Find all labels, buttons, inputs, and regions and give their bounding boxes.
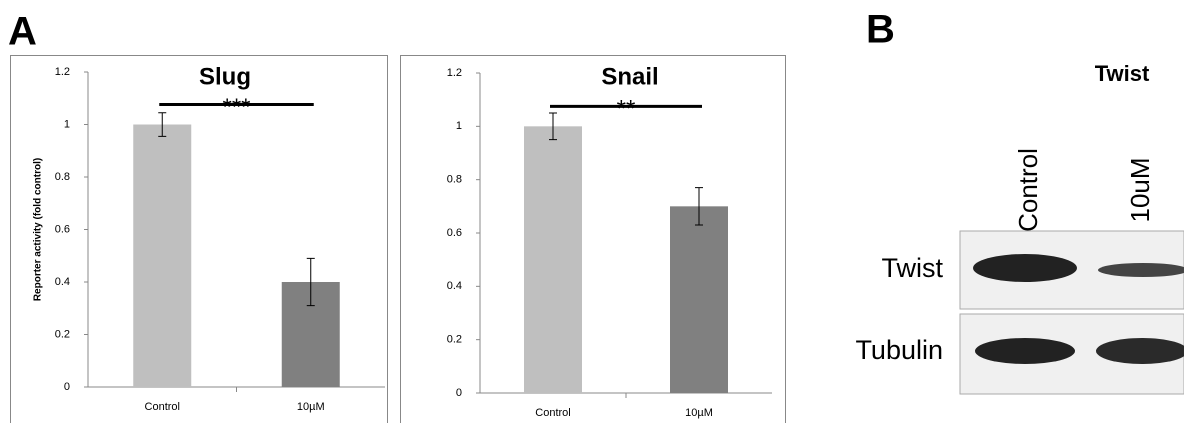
row-label: Tubulin	[855, 335, 943, 365]
x-tick-label: 10µM	[297, 401, 325, 413]
x-tick-label: 10µM	[685, 407, 713, 419]
y-tick-label: 1.2	[55, 66, 70, 78]
x-tick-label: Control	[145, 401, 180, 413]
y-tick-label: 1	[64, 118, 70, 130]
y-tick-label: 0.8	[447, 174, 462, 186]
row-label: Twist	[881, 253, 943, 283]
y-tick-label: 0.8	[55, 171, 70, 183]
bar	[670, 206, 728, 393]
significance-label: ***	[222, 94, 250, 121]
y-tick-label: 1.2	[447, 67, 462, 79]
y-tick-label: 0.6	[447, 227, 462, 239]
y-tick-label: 0	[456, 387, 462, 399]
y-tick-label: 0.2	[55, 328, 70, 340]
lane-label: Control	[1013, 148, 1043, 232]
y-tick-label: 1	[456, 120, 462, 132]
panel-label: B	[866, 8, 895, 52]
blot-title: Twist	[1095, 61, 1150, 86]
lane-label: 10uM	[1125, 157, 1155, 222]
figure: A B Twist Control 10uM Twist Tubulin 0 0.…	[0, 0, 1184, 423]
blot-band	[1098, 263, 1184, 277]
blot-band	[973, 254, 1077, 282]
y-axis-label: Reporter activity (fold control)	[33, 158, 44, 301]
x-tick-label: Control	[535, 407, 570, 419]
bar	[524, 126, 582, 393]
significance-label: **	[617, 96, 636, 123]
y-tick-label: 0	[64, 381, 70, 393]
panel-label: A	[8, 10, 37, 54]
y-tick-label: 0.6	[55, 223, 70, 235]
blot-band	[1096, 338, 1184, 364]
bar	[133, 125, 191, 388]
blot-band	[975, 338, 1075, 364]
chart-title: Snail	[601, 63, 658, 90]
y-tick-label: 0.4	[447, 280, 462, 292]
y-tick-label: 0.2	[447, 334, 462, 346]
chart-title: Slug	[199, 63, 251, 90]
y-tick-label: 0.4	[55, 276, 70, 288]
